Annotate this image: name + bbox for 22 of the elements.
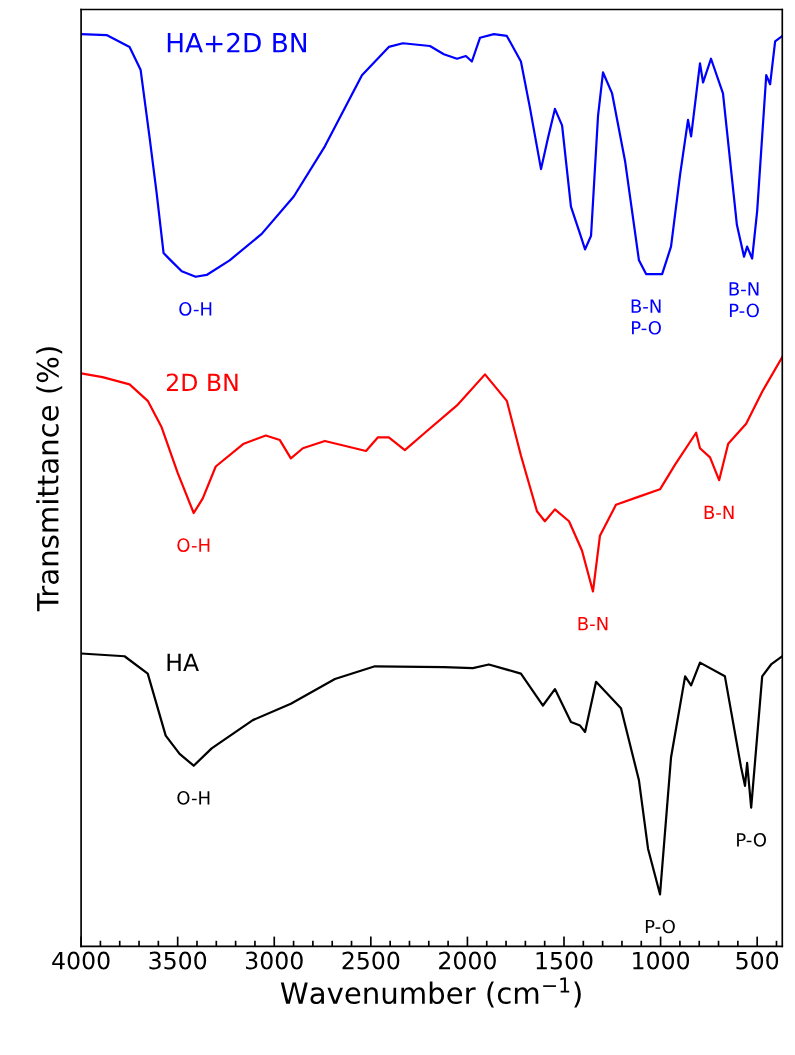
annotation: P-O [737,833,767,847]
series-label: 2D BN [166,373,238,391]
series-label: HA+2D BN [167,32,306,53]
x-tick-label: 3500 [149,951,207,970]
x-tick-label: 500 [736,951,779,970]
x-axis-title: Wavenumber (cm$^{−1}$) [280,977,581,1008]
x-tick-label: 3000 [246,951,303,970]
x-tick-label: 2000 [439,951,496,970]
x-tick-label: 2500 [342,951,400,970]
annotation: B-N P-O [729,282,759,318]
annotation: O-H [179,302,212,316]
x-tick-label: 1500 [536,951,593,970]
annotation: B-N [704,505,734,519]
annotation: O-H [177,791,210,805]
x-tick-label: 1000 [633,951,690,970]
series-label: HA [167,653,199,671]
annotation: O-H [177,538,210,553]
annotation: P-O [645,919,675,934]
annotation: B-N P-O [631,299,661,335]
annotation: B-N [578,617,608,631]
x-tick-label: 4000 [52,951,110,970]
y-axis-title: Transmittance (%) [36,347,63,612]
